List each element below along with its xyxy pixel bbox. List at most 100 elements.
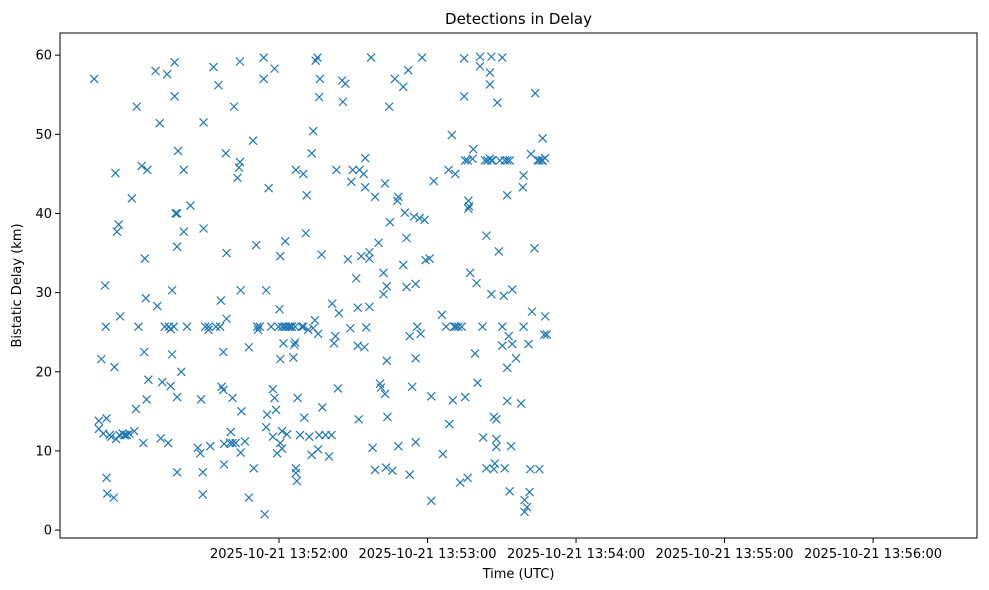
data-point [155,118,165,128]
data-point [236,448,246,457]
x-axis-title: Time (UTC) [482,567,555,582]
data-point [384,102,394,112]
data-point [259,53,269,62]
data-point [497,341,507,351]
data-point [313,444,323,454]
data-point [102,489,112,499]
data-point [115,311,125,321]
data-point [290,322,300,332]
data-point [486,289,496,299]
data-point [346,177,356,187]
x-tick-label: 2025-10-21 13:56:00 [804,547,942,562]
y-axis: 0 10 20 30 40 50 60 [35,49,60,539]
data-point [540,153,550,163]
data-point [196,395,206,404]
data-point [465,268,475,278]
data-point [502,363,512,373]
data-point [470,349,480,358]
data-point [171,209,181,218]
data-point [407,382,417,392]
data-point [398,260,408,270]
x-tick-label: 2025-10-21 13:54:00 [507,547,645,562]
data-point [179,227,189,237]
data-point [280,236,290,246]
data-point [364,247,374,257]
y-tick-label: 20 [35,365,52,380]
data-point [455,478,465,488]
data-point [527,307,537,317]
data-point [441,322,451,332]
y-tick-label: 50 [35,128,52,143]
data-point [289,340,299,350]
data-point [310,315,320,325]
data-point [353,341,363,351]
data-point [173,146,183,156]
data-point [204,325,213,335]
data-point [282,429,292,439]
data-point [454,322,463,332]
data-point [193,443,203,453]
data-point [491,442,501,452]
data-point [420,215,429,225]
data-point [277,322,287,332]
data-point [261,285,271,295]
data-point [460,156,470,165]
data-point [170,91,180,101]
data-point [170,57,180,67]
data-point [312,53,322,62]
data-point [137,161,147,171]
data-point [222,314,231,324]
data-point [110,362,119,372]
data-point [138,438,148,448]
data-point [482,231,491,241]
data-point [398,82,408,92]
data-point [409,212,419,222]
data-point [275,304,284,314]
data-point [89,74,99,84]
data-point [331,331,340,341]
data-point [229,102,239,112]
data-point [106,432,116,442]
data-point [485,68,495,78]
data-point [525,487,534,497]
data-point [157,377,167,387]
data-point [268,384,278,394]
data-point [540,311,550,321]
data-point [464,201,474,211]
data-point [486,52,496,62]
data-point [114,220,124,229]
data-point [172,392,182,402]
data-point [516,399,526,408]
data-point [463,204,473,214]
data-point [542,330,552,339]
data-point [142,165,152,175]
data-point [291,165,301,175]
data-point [400,208,410,218]
data-point [288,353,298,362]
data-point [522,502,532,512]
data-point [380,178,390,188]
data-point [364,302,374,312]
data-point [457,322,467,332]
data-point [525,464,535,474]
data-point [491,434,501,444]
data-point [102,414,111,423]
data-point [487,156,497,165]
data-point [426,496,436,506]
data-point [100,281,110,290]
data-point [199,224,208,233]
data-point [359,169,369,179]
data-point [502,396,512,406]
data-point [308,126,318,136]
data-point [494,247,504,256]
data-point [109,493,119,503]
data-point [291,468,301,478]
data-point [236,406,246,416]
data-point [353,303,363,313]
data-point [139,347,149,357]
data-point [313,329,323,339]
data-point [275,354,285,364]
data-point [195,448,205,458]
data-point [94,416,104,426]
data-point [403,65,413,75]
